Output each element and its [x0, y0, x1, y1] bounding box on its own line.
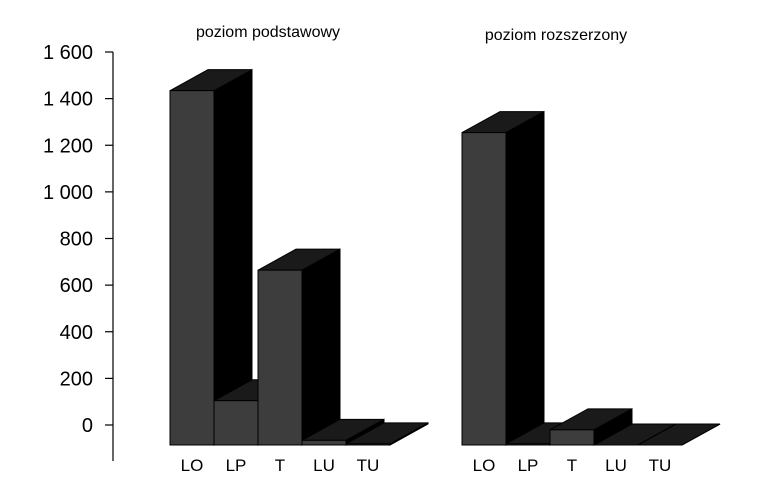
x-tick-label: LU	[313, 456, 335, 475]
y-tick-label: 600	[60, 275, 93, 297]
y-tick-label: 1 000	[43, 182, 93, 204]
panel-title-extended: poziom rozszerzony	[485, 27, 627, 44]
panel-title-basic: poziom podstawowy	[196, 24, 340, 41]
bar-front-face	[169, 90, 215, 446]
y-tick-label: 1 400	[43, 89, 93, 111]
x-tick-label: LO	[181, 456, 204, 475]
bar-t	[549, 407, 633, 446]
y-tick-label: 200	[60, 368, 93, 390]
x-tick-label: LP	[518, 456, 539, 475]
x-tick-label: LP	[226, 456, 247, 475]
x-tick-label: TU	[357, 456, 380, 475]
y-tick-label: 0	[82, 415, 93, 437]
bar-front-face	[461, 132, 507, 446]
y-tick-label: 1 600	[43, 42, 93, 64]
bar-front-face	[505, 443, 551, 446]
x-tick-label: TU	[649, 456, 672, 475]
bar-front-face	[345, 443, 391, 446]
bar-front-face	[257, 269, 303, 446]
bar-t	[257, 248, 341, 446]
bar-side-face	[505, 110, 545, 446]
x-tick-label: T	[567, 456, 577, 475]
bar-side-face	[301, 248, 341, 446]
y-tick-label: 1 200	[43, 135, 93, 157]
y-tick-label: 400	[60, 322, 93, 344]
bar-tu	[637, 423, 721, 446]
bar-lo	[461, 110, 545, 446]
panel-basic-level: poziom podstawowy LO LP T LU TU	[169, 24, 429, 475]
x-tick-label: LU	[605, 456, 627, 475]
bar-top-face	[637, 423, 721, 446]
y-axis: 0 200 400 600 800 1 000 1 200 1 400 1 600	[43, 42, 114, 461]
bar-front-face	[301, 439, 347, 446]
bar-tu	[345, 421, 429, 446]
y-tick-label: 800	[60, 229, 93, 251]
bar-front-face	[213, 400, 259, 446]
bar-lo	[169, 68, 253, 446]
x-tick-label: LO	[473, 456, 496, 475]
x-tick-label: T	[275, 456, 285, 475]
panel-extended-level: poziom rozszerzony LO LP T LU TU	[461, 27, 721, 475]
bar-front-face	[549, 429, 595, 446]
